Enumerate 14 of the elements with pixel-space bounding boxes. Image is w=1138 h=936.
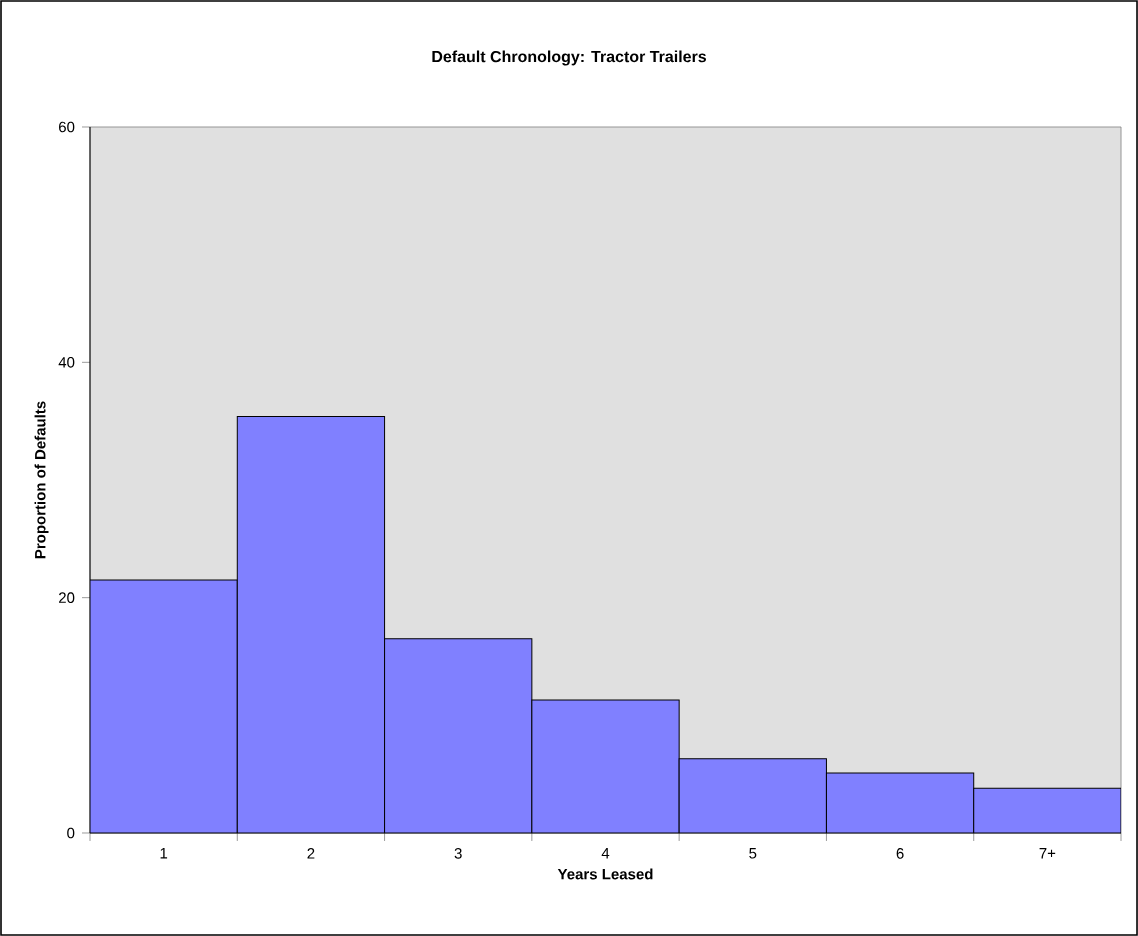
y-tick-label: 0 [67, 827, 75, 839]
x-tick-label: 3 [454, 848, 462, 859]
x-axis-title: Years Leased [557, 868, 653, 880]
x-tick-label: 1 [160, 848, 168, 859]
chart-title: Default Chronology: Tractor Trailers [432, 50, 707, 66]
y-axis-title: Proportion of Defaults [34, 401, 49, 559]
x-tick-label: 4 [601, 848, 610, 859]
x-tick-label: 7+ [1039, 848, 1056, 859]
y-tick-label: 40 [58, 357, 75, 368]
x-tick-label: 6 [896, 848, 904, 859]
y-tick-label: 60 [59, 121, 75, 133]
y-tick-label: 20 [59, 592, 75, 603]
x-tick-label: 5 [749, 848, 757, 859]
x-tick-label: 2 [307, 848, 315, 859]
